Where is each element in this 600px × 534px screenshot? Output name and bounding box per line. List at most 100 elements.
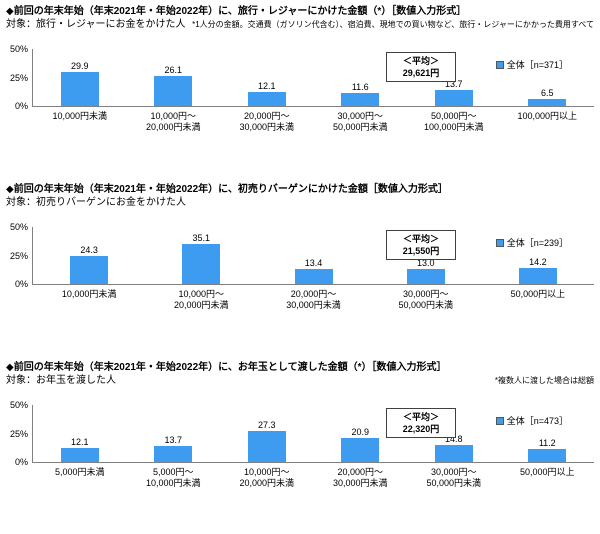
category-label: 50,000円以上 [519, 467, 575, 477]
bar-group: 26.1 [127, 49, 221, 106]
bar-value-label: 11.6 [351, 81, 369, 92]
legend-label: 全体［n=239］ [506, 238, 568, 248]
footnote: *複数人に渡した場合は総額 [494, 376, 594, 385]
bar [154, 446, 193, 462]
legend-swatch-icon [495, 239, 504, 247]
bar [528, 98, 567, 106]
bar-series: 29.9 26.1 12.1 11.6 13.7 [33, 49, 594, 106]
average-value: 29,621円 [402, 68, 440, 78]
bar [60, 448, 99, 462]
average-value: 22,320円 [402, 424, 440, 434]
legend-label: 全体［n=473］ [506, 416, 568, 426]
bar-group: 20.9 [314, 405, 408, 462]
bar [154, 76, 193, 106]
x-axis-labels: 5,000円未満 5,000円～ 10,000円未満 10,000円～ 20,0… [33, 467, 594, 489]
y-tick-label: 0% [14, 101, 28, 111]
bar-value-label: 11.2 [538, 438, 556, 449]
bar [518, 267, 557, 284]
footnote: *1人分の金額。交通費（ガソリン代含む）、宿泊費、現地での買い物など、旅行・レジ… [192, 20, 594, 29]
average-label: ＜平均＞ [402, 56, 439, 66]
chart-title: ◆前回の年末年始（年末2021年・年始2022年）に、旅行・レジャーにかけた金額… [6, 6, 467, 17]
category-label: 10,000円未満 [52, 111, 108, 121]
bar-series: 24.3 35.1 13.4 13.0 14.2 [33, 227, 594, 284]
legend-swatch-icon [495, 417, 504, 425]
plot-canvas: 29.9 26.1 12.1 11.6 13.7 [32, 49, 594, 107]
average-box: ＜平均＞ 21,550円 [386, 230, 456, 260]
x-axis-labels: 10,000円未満 10,000円～ 20,000円未満 20,000円～ 30… [33, 289, 594, 311]
chart-subheader: 対象：初売りバーゲンにお金をかけた人 [6, 197, 594, 209]
bar-value-label: 12.1 [257, 81, 276, 92]
bar-value-label: 6.5 [540, 87, 554, 98]
bar-group: 35.1 [145, 227, 257, 284]
bar-group: 13.7 [407, 49, 501, 106]
bar-group: 12.1 [220, 49, 314, 106]
category-label: 5,000円未満 [54, 467, 105, 477]
bar-value-label: 27.3 [257, 419, 276, 430]
legend: 全体［n=371］ [495, 60, 568, 70]
bar [434, 90, 473, 106]
category-label: 10,000円～ 20,000円未満 [239, 467, 295, 488]
bar-value-label: 14.8 [444, 434, 463, 445]
bar-value-label: 26.1 [164, 65, 183, 76]
chart-title: ◆前回の年末年始（年末2021年・年始2022年）に、お年玉として渡した金額（*… [6, 362, 447, 373]
bar [70, 256, 109, 284]
y-tick-label: 50% [9, 222, 28, 232]
bar [341, 438, 380, 462]
bar-value-label: 14.2 [529, 256, 547, 267]
category-label: 50,000円以上 [510, 289, 566, 299]
category-label: 30,000円～ 50,000円未満 [332, 111, 388, 132]
average-box: ＜平均＞ 29,621円 [386, 52, 456, 82]
average-box: ＜平均＞ 22,320円 [386, 408, 456, 438]
chart-section-travel: ◆前回の年末年始（年末2021年・年始2022年）に、旅行・レジャーにかけた金額… [0, 0, 600, 178]
bar-value-label: 35.1 [192, 233, 211, 243]
bar-value-label: 20.9 [351, 427, 370, 438]
target-label: 対象：お年玉を渡した人 [6, 375, 116, 386]
chart-subheader: 対象：旅行・レジャーにお金をかけた人 *1人分の金額。交通費（ガソリン代含む）、… [6, 19, 594, 31]
bar-value-label: 24.3 [80, 245, 98, 256]
legend-swatch-icon [495, 61, 504, 69]
bar-series: 12.1 13.7 27.3 20.9 14.8 [33, 405, 594, 462]
bar [60, 71, 99, 106]
bar-group: 6.5 [501, 49, 595, 106]
average-label: ＜平均＞ [402, 412, 439, 422]
plot-area: 50% 25% 0% 24.3 35.1 13.4 13.0 [6, 223, 594, 289]
bar-value-label: 13.4 [304, 257, 323, 268]
y-axis: 50% 25% 0% [6, 401, 32, 467]
bar-value-label: 13.0 [416, 258, 435, 269]
chart-title: ◆前回の年末年始（年末2021年・年始2022年）に、初売りバーゲンにかけた金額… [6, 184, 448, 195]
category-label: 50,000円～ 100,000円未満 [423, 111, 484, 132]
bar-group: 11.2 [501, 405, 595, 462]
target-label: 対象：初売りバーゲンにお金をかけた人 [6, 197, 186, 208]
bar-value-label: 12.1 [70, 437, 89, 448]
plot-canvas: 24.3 35.1 13.4 13.0 14.2 [32, 227, 594, 285]
bar-group: 12.1 [33, 405, 127, 462]
bar-group: 14.2 [482, 227, 594, 284]
category-label: 10,000円未満 [61, 289, 117, 299]
category-label: 20,000円～ 30,000円未満 [286, 289, 341, 310]
bar-group: 24.3 [33, 227, 145, 284]
y-axis: 50% 25% 0% [6, 45, 32, 111]
category-label: 10,000円～ 20,000円未満 [145, 111, 201, 132]
y-axis: 50% 25% 0% [6, 223, 32, 289]
bar [434, 445, 473, 462]
plot-area: 50% 25% 0% 29.9 26.1 12.1 11.6 [6, 45, 594, 111]
category-label: 30,000円～ 50,000円未満 [398, 289, 453, 310]
bar-group: 14.8 [407, 405, 501, 462]
legend: 全体［n=239］ [495, 238, 568, 248]
bar [528, 449, 567, 462]
category-label: 10,000円～ 20,000円未満 [174, 289, 229, 310]
bar-value-label: 13.7 [164, 435, 183, 446]
plot-area: 50% 25% 0% 12.1 13.7 27.3 20.9 [6, 401, 594, 467]
legend-label: 全体［n=371］ [506, 60, 568, 70]
y-tick-label: 25% [9, 429, 28, 439]
bar-group: 13.4 [257, 227, 369, 284]
chart-subheader: 対象：お年玉を渡した人 *複数人に渡した場合は総額 [6, 375, 594, 387]
average-value: 21,550円 [402, 246, 440, 256]
bar [341, 92, 380, 106]
bar [182, 244, 221, 284]
y-tick-label: 0% [14, 279, 28, 289]
bar-group: 11.6 [314, 49, 408, 106]
average-label: ＜平均＞ [402, 234, 439, 244]
bar-group: 27.3 [220, 405, 314, 462]
y-tick-label: 50% [9, 400, 28, 410]
